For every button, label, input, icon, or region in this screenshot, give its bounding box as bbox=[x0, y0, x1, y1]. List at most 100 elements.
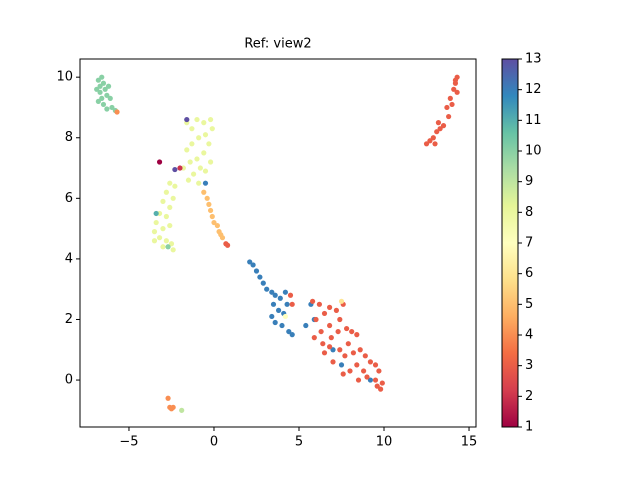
point bbox=[447, 95, 453, 101]
colorbar-tick-label: 4 bbox=[525, 328, 533, 343]
point bbox=[206, 201, 212, 207]
point bbox=[379, 380, 385, 386]
colorbar-tick-label: 9 bbox=[525, 174, 533, 189]
point bbox=[361, 368, 367, 374]
point bbox=[202, 180, 209, 186]
y-tick-label: 4 bbox=[65, 251, 73, 266]
point bbox=[95, 98, 101, 105]
colorbar-tick-label: 3 bbox=[525, 358, 533, 373]
colorbar-tick-label: 8 bbox=[525, 205, 533, 220]
point bbox=[105, 83, 112, 89]
point bbox=[163, 238, 169, 244]
point bbox=[282, 289, 288, 295]
point bbox=[318, 328, 324, 335]
point bbox=[347, 368, 353, 374]
point bbox=[184, 116, 190, 123]
point bbox=[114, 109, 120, 115]
point bbox=[311, 335, 317, 341]
point bbox=[189, 141, 195, 147]
point bbox=[435, 120, 442, 126]
y-tick-label: 8 bbox=[65, 130, 73, 145]
point bbox=[378, 386, 384, 392]
point bbox=[160, 198, 166, 204]
colorbar-tick-label: 6 bbox=[525, 266, 533, 281]
point bbox=[156, 235, 163, 241]
point bbox=[104, 106, 110, 112]
point bbox=[209, 126, 215, 132]
point bbox=[167, 204, 173, 211]
colorbar-tick-label: 12 bbox=[525, 82, 542, 97]
point bbox=[432, 141, 438, 147]
point bbox=[289, 332, 295, 338]
point bbox=[170, 247, 176, 253]
y-tick-label: 6 bbox=[65, 191, 73, 206]
point bbox=[340, 371, 346, 377]
point bbox=[354, 332, 360, 338]
point bbox=[364, 374, 370, 380]
point bbox=[189, 126, 195, 132]
point bbox=[172, 166, 178, 173]
point bbox=[337, 347, 343, 353]
colorbar-tick-label: 5 bbox=[525, 297, 533, 312]
point bbox=[427, 138, 433, 144]
point bbox=[430, 135, 436, 141]
x-tick-label: −5 bbox=[119, 435, 138, 450]
point bbox=[270, 301, 277, 307]
point bbox=[367, 359, 374, 365]
point bbox=[201, 150, 207, 156]
point bbox=[194, 156, 200, 162]
point bbox=[272, 292, 278, 298]
y-tick-label: 0 bbox=[65, 373, 73, 388]
point bbox=[269, 289, 275, 295]
point bbox=[423, 141, 430, 147]
colorbar-tick-label: 13 bbox=[525, 52, 542, 67]
point bbox=[327, 304, 333, 310]
point bbox=[207, 116, 214, 123]
point bbox=[277, 295, 283, 301]
point bbox=[338, 298, 345, 304]
point bbox=[367, 377, 374, 383]
point bbox=[153, 210, 159, 217]
point bbox=[289, 301, 295, 307]
point bbox=[185, 177, 192, 183]
point bbox=[109, 104, 115, 111]
point bbox=[190, 171, 197, 177]
point bbox=[151, 238, 158, 244]
point bbox=[168, 241, 175, 247]
x-tick-label: 0 bbox=[210, 435, 218, 450]
point bbox=[250, 262, 256, 268]
point bbox=[454, 89, 460, 95]
plot-frame bbox=[79, 58, 477, 428]
point bbox=[160, 226, 166, 232]
x-tick-label: 10 bbox=[376, 435, 393, 450]
point bbox=[194, 116, 200, 123]
colorbar bbox=[501, 58, 519, 428]
colorbar-tick-label: 10 bbox=[525, 144, 542, 159]
point bbox=[327, 322, 333, 329]
point bbox=[284, 301, 290, 307]
point bbox=[94, 86, 100, 92]
point bbox=[275, 307, 282, 313]
point bbox=[201, 189, 207, 195]
point bbox=[170, 404, 176, 410]
point bbox=[287, 292, 294, 298]
point bbox=[160, 244, 166, 250]
point bbox=[167, 222, 173, 229]
point bbox=[327, 344, 333, 350]
point bbox=[330, 347, 336, 353]
point bbox=[338, 362, 345, 368]
y-tick-label: 2 bbox=[65, 312, 73, 327]
point bbox=[320, 341, 326, 347]
x-tick-label: 5 bbox=[295, 435, 303, 450]
point bbox=[376, 368, 382, 374]
point bbox=[444, 104, 450, 111]
point bbox=[170, 195, 176, 201]
point bbox=[99, 74, 105, 80]
point bbox=[446, 113, 452, 120]
point bbox=[452, 77, 459, 83]
point bbox=[328, 335, 334, 341]
point bbox=[247, 259, 253, 265]
point bbox=[187, 159, 193, 165]
point bbox=[344, 325, 350, 332]
point bbox=[202, 168, 209, 174]
